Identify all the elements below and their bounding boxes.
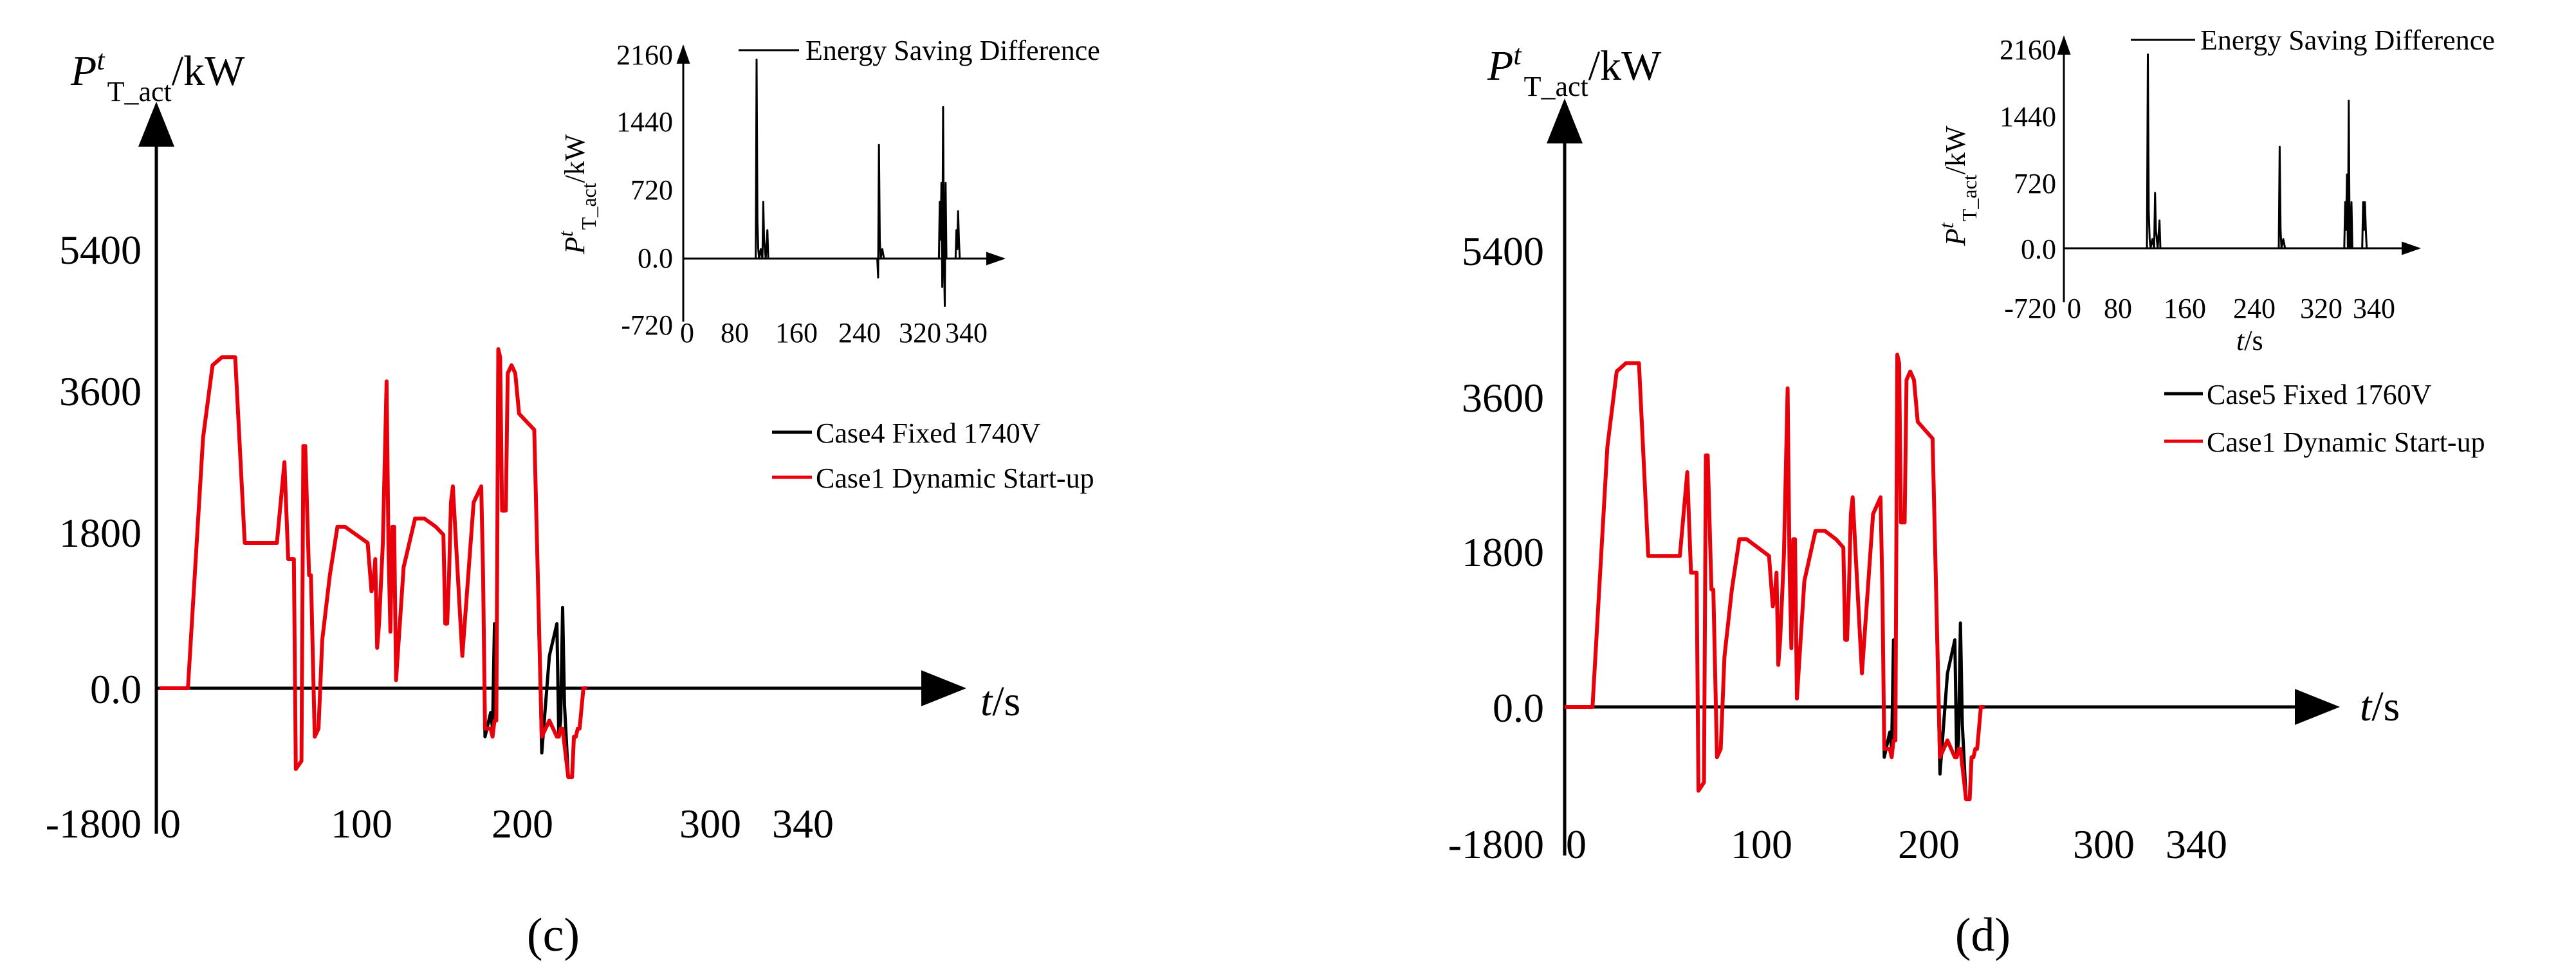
panel-d-inset-legend-label: Energy Saving Difference	[2200, 24, 2495, 56]
panel-c-inset-xtick: 0	[680, 317, 694, 349]
panel-d-inset-series-group	[2072, 53, 2377, 250]
panel-d-inset-ytick: 0.0	[2021, 233, 2056, 265]
panel-c-label: (c)	[527, 909, 580, 962]
panel-c-inset-ytick: 720	[630, 174, 673, 206]
panel-d-xtick: 100	[1731, 821, 1792, 867]
panel-d-inset-ytick: 2160	[2000, 34, 2056, 66]
panel-c-inset-series-group	[686, 59, 969, 307]
panel-c-inset-line-black	[686, 59, 969, 307]
panel-d-inset: 2160 1440 720 0.0 -720 0 80 160 240 320 …	[1935, 24, 2495, 356]
panel-c-inset: 2160 1440 720 0.0 -720 0 80 160 240 320 …	[554, 35, 1100, 349]
panel-d-ytick: 3600	[1462, 375, 1544, 421]
panel-c-inset-ytick: -720	[621, 309, 673, 341]
panel-d-inset-xtick: 240	[2233, 293, 2276, 324]
panel-c-inset-ytick: 0.0	[638, 242, 673, 274]
panel-d-inset-xtick: 160	[2164, 293, 2206, 324]
panel-c-xtick: 0	[160, 801, 181, 846]
panel-c-inset-xtick: 80	[721, 317, 749, 349]
panel-d-ytick: 1800	[1462, 529, 1544, 575]
panel-d-xtick: 200	[1898, 821, 1960, 867]
panel-d-inset-line-black	[2072, 53, 2377, 250]
panel-c-inset-ytick: 1440	[616, 106, 673, 138]
panel-d-xtick: 340	[2166, 821, 2227, 867]
panel-c-ytick: 1800	[59, 510, 142, 556]
panel-d-xtick: 300	[2073, 821, 2135, 867]
panel-c-xlabel: t/s	[980, 678, 1020, 725]
panel-d-inset-ytick: 1440	[2000, 101, 2056, 133]
panel-c-ytick: 3600	[59, 369, 142, 414]
panel-d-series-group	[1565, 352, 2196, 801]
panel-c-inset-xtick: 340	[945, 317, 988, 349]
panel-d-inset-xtick: 0	[2067, 293, 2081, 324]
panel-c-legend-label: Case1 Dynamic Start-up	[816, 462, 1094, 494]
panel-d-legend-label: Case1 Dynamic Start-up	[2207, 426, 2485, 458]
panel-d-inset-ytick: 720	[2014, 168, 2056, 199]
panel-c-ylabel: PtT_act/kW	[70, 44, 245, 107]
panel-d-inset-ylabel: PtT_act/kW	[1935, 125, 1981, 246]
panel-c-xtick: 300	[679, 801, 741, 846]
panel-c-xtick: 100	[331, 801, 392, 846]
panel-c-ytick: -1800	[46, 801, 142, 846]
panel-c: PtT_act/kW 5400 3600 1800 0.0 -1800 0 10…	[46, 35, 1100, 962]
panel-d-series-line-red-black	[1565, 352, 1985, 801]
panel-c-series-line-red-black	[160, 347, 587, 780]
panel-d-inset-xtick: 340	[2353, 293, 2395, 324]
panel-d-label: (d)	[1955, 909, 2010, 962]
panel-c-inset-legend-label: Energy Saving Difference	[805, 35, 1100, 66]
panel-c-inset-xtick: 240	[838, 317, 881, 349]
panel-d-inset-ytick: -720	[2004, 293, 2056, 324]
panel-c-legend-label: Case4 Fixed 1740V	[816, 417, 1041, 449]
panel-c-series-group	[160, 347, 803, 780]
panel-d-ytick: -1800	[1448, 821, 1544, 867]
panel-c-xtick: 200	[492, 801, 553, 846]
panel-d-ylabel: PtT_act/kW	[1487, 39, 1662, 102]
panel-d-inset-xlabel: t/s	[2236, 325, 2263, 356]
panel-d-xlabel: t/s	[2360, 683, 2400, 730]
panel-c-ytick: 5400	[59, 227, 142, 273]
panel-d-legend-label: Case5 Fixed 1760V	[2207, 379, 2432, 410]
panel-d-ytick: 5400	[1462, 228, 1544, 274]
panel-d-inset-xtick: 320	[2300, 293, 2342, 324]
panel-c-inset-ylabel: PtT_act/kW	[554, 134, 600, 255]
panel-d: PtT_act/kW 5400 3600 1800 0.0 -1800 0 10…	[1448, 24, 2495, 962]
panel-d-xtick: 0	[1566, 821, 1587, 867]
panel-c-xtick: 340	[772, 801, 834, 846]
panel-c-inset-ytick: 2160	[616, 39, 673, 71]
panel-c-inset-xtick: 320	[899, 317, 941, 349]
panel-d-inset-xtick: 80	[2104, 293, 2132, 324]
panel-d-ytick: 0.0	[1493, 685, 1544, 731]
panel-c-ytick: 0.0	[90, 666, 142, 712]
panel-c-inset-xtick: 160	[775, 317, 818, 349]
